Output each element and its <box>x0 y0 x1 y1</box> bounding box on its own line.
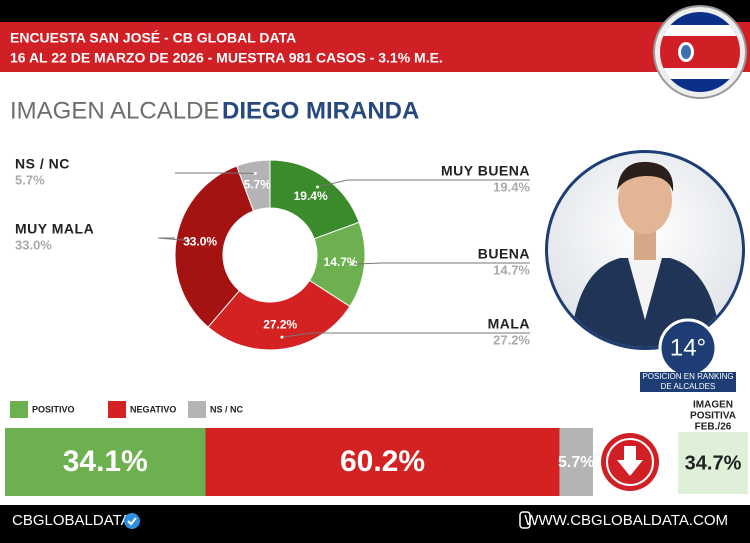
legend-swatch <box>10 401 28 418</box>
slice-value-label: 27.2% <box>263 317 297 331</box>
verified-check <box>127 517 137 526</box>
leader-dot <box>280 335 284 339</box>
ranking-caption: DE ALCALDES <box>661 382 716 391</box>
verified-badge <box>124 513 140 529</box>
bar-segment <box>205 428 560 496</box>
category-label: MALA <box>488 316 530 332</box>
flag <box>653 5 747 99</box>
previous-caption: POSITIVA <box>690 411 736 422</box>
bar-value-label: 34.1% <box>63 445 148 478</box>
leader-dot <box>253 171 257 175</box>
leader-line <box>317 179 530 188</box>
category-label: NS / NC <box>15 156 70 172</box>
heading-prefix: IMAGEN ALCALDE <box>10 97 219 124</box>
top-bar <box>0 0 750 22</box>
previous-caption: IMAGEN <box>693 400 733 411</box>
bar-value-label: 5.7% <box>558 454 594 471</box>
hand-icon <box>519 511 531 529</box>
footer-url[interactable]: WWW.CBGLOBALDATA.COM <box>524 512 728 529</box>
leader-dot <box>316 185 320 189</box>
category-value: 14.7% <box>493 262 530 277</box>
category-value: 33.0% <box>15 237 52 252</box>
photo <box>545 150 745 350</box>
previous-box <box>678 432 748 494</box>
bar-segment <box>559 428 593 496</box>
leader-line <box>158 237 189 241</box>
legend-label: NS / NC <box>210 404 244 414</box>
footer-brand: CBGLOBALDATA <box>12 512 131 529</box>
donut-slice <box>174 165 255 328</box>
legend-label: NEGATIVO <box>130 404 176 414</box>
category-value: 27.2% <box>493 332 530 347</box>
header-banner <box>0 22 750 72</box>
previous-value: 34.7% <box>685 452 742 474</box>
category-label: BUENA <box>478 246 530 262</box>
slice-value-label: 33.0% <box>183 235 217 249</box>
header-line: 16 AL 22 DE MARZO DE 2026 - MUESTRA 981 … <box>10 50 443 66</box>
leader-line <box>281 332 530 338</box>
slice-value-label: 19.4% <box>294 189 328 203</box>
ranking-caption: POSICION EN RANKING <box>642 372 733 381</box>
category-label: MUY MALA <box>15 221 94 237</box>
leader-dot <box>350 262 354 266</box>
category-value: 5.7% <box>15 172 45 187</box>
legend-swatch <box>188 401 206 418</box>
legend-swatch <box>108 401 126 418</box>
header-line: ENCUESTA SAN JOSÉ - CB GLOBAL DATA <box>10 30 296 46</box>
trend-down-icon <box>601 433 659 491</box>
leader-dot <box>186 238 190 242</box>
legend-label: POSITIVO <box>32 404 75 414</box>
ranking-position: 14° <box>670 334 706 361</box>
category-value: 19.4% <box>493 179 530 194</box>
heading-name: DIEGO MIRANDA <box>222 97 419 124</box>
previous-caption: FEB./26 <box>695 422 732 433</box>
bar-segment <box>5 428 206 496</box>
bar-value-label: 60.2% <box>340 445 425 478</box>
leader-line <box>352 262 530 265</box>
slice-value-label: 5.7% <box>244 177 272 191</box>
category-label: MUY BUENA <box>441 163 530 179</box>
slice-value-label: 14.7% <box>324 255 358 269</box>
ranking-caption-bg <box>640 372 736 392</box>
